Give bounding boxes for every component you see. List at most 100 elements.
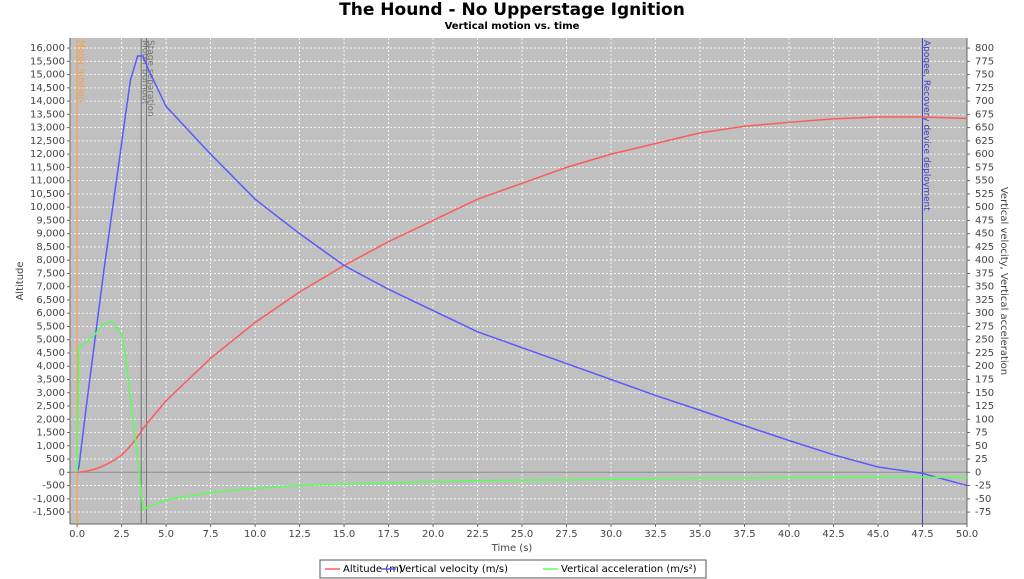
series-line xyxy=(77,116,968,474)
y-tick-label: 13,500 xyxy=(30,109,65,120)
y2-tick-label: -25 xyxy=(975,481,991,492)
y2-tick-label: 75 xyxy=(975,428,988,439)
y-tick-label: 14,500 xyxy=(30,83,65,94)
y2-tick-label: 700 xyxy=(975,96,994,107)
x-tick-label: 10.0 xyxy=(244,529,266,540)
y-tick-label: 2,000 xyxy=(36,414,65,425)
y2-tick-label: 550 xyxy=(975,176,994,187)
y-tick-label: 15,000 xyxy=(30,70,65,81)
y-tick-label: 2,500 xyxy=(36,401,65,412)
y-tick-label: 3,500 xyxy=(36,374,65,385)
y2-tick-label: 225 xyxy=(975,348,994,359)
y-tick-label: 12,500 xyxy=(30,136,65,147)
y-tick-label: 3,000 xyxy=(36,388,65,399)
x-tick-label: 40.0 xyxy=(778,529,800,540)
y-tick-label: 6,500 xyxy=(36,295,65,306)
y2-tick-label: 0 xyxy=(975,467,981,478)
y-tick-label: 7,500 xyxy=(36,268,65,279)
x-axis-label: Time (s) xyxy=(491,543,533,554)
y2-tick-label: 600 xyxy=(975,149,994,160)
legend-label: Vertical acceleration (m/s²) xyxy=(561,564,697,575)
y2-tick-label: 400 xyxy=(975,255,994,266)
y-tick-label: 500 xyxy=(46,454,65,465)
y2-tick-label: 650 xyxy=(975,123,994,134)
x-tick-label: 47.5 xyxy=(911,529,933,540)
y-tick-label: -1,500 xyxy=(33,507,65,518)
x-tick-label: 42.5 xyxy=(822,529,844,540)
y2-tick-label: 475 xyxy=(975,215,994,226)
y2-tick-label: 175 xyxy=(975,374,994,385)
y-tick-label: 4,000 xyxy=(36,361,65,372)
y2-tick-label: 50 xyxy=(975,441,988,452)
legend-label: Vertical velocity (m/s) xyxy=(399,564,508,575)
x-tick-label: 35.0 xyxy=(689,529,711,540)
x-tick-label: 25.0 xyxy=(511,529,533,540)
x-tick-label: 12.5 xyxy=(288,529,310,540)
x-tick-label: 45.0 xyxy=(867,529,889,540)
y-tick-label: 5,000 xyxy=(36,335,65,346)
y2-tick-label: 300 xyxy=(975,308,994,319)
legend-label: Altitude (m) xyxy=(343,564,403,575)
x-tick-label: 50.0 xyxy=(956,529,978,540)
legend-box xyxy=(319,559,707,579)
y2-tick-label: -75 xyxy=(975,507,991,518)
chart-subtitle: Vertical motion vs. time xyxy=(445,21,580,32)
y-axis-label: Altitude xyxy=(15,261,26,300)
y2-tick-label: 100 xyxy=(975,414,994,425)
y2-tick-label: 375 xyxy=(975,268,994,279)
x-tick-label: 0.0 xyxy=(69,529,85,540)
x-tick-label: 5.0 xyxy=(158,529,174,540)
plot-area xyxy=(70,38,967,524)
series-line xyxy=(76,321,968,511)
x-tick-label: 32.5 xyxy=(644,529,666,540)
y2-tick-label: 275 xyxy=(975,321,994,332)
y2-tick-label: 325 xyxy=(975,295,994,306)
x-tick-label: 30.0 xyxy=(600,529,622,540)
y-tick-label: 16,000 xyxy=(30,43,65,54)
x-tick-label: 17.5 xyxy=(377,529,399,540)
y-tick-label: 5,500 xyxy=(36,321,65,332)
y-tick-label: 1,500 xyxy=(36,428,65,439)
y2-tick-label: 525 xyxy=(975,189,994,200)
y-tick-label: 10,000 xyxy=(30,202,65,213)
x-tick-label: 15.0 xyxy=(333,529,355,540)
y2-tick-label: 200 xyxy=(975,361,994,372)
y2-tick-label: -50 xyxy=(975,494,991,505)
y2-tick-label: 775 xyxy=(975,56,994,67)
event-label: Stage separation xyxy=(145,40,155,117)
y2-tick-label: 675 xyxy=(975,109,994,120)
y-tick-label: -1,000 xyxy=(33,494,65,505)
y2-tick-label: 800 xyxy=(975,43,994,54)
y-tick-label: 9,500 xyxy=(36,215,65,226)
chart-title: The Hound - No Upperstage Ignition xyxy=(339,0,685,20)
y-tick-label: 9,000 xyxy=(36,229,65,240)
y-tick-label: 11,500 xyxy=(30,162,65,173)
x-tick-label: 27.5 xyxy=(555,529,577,540)
y-tick-label: 8,000 xyxy=(36,255,65,266)
y-tick-label: 4,500 xyxy=(36,348,65,359)
y-tick-label: 6,000 xyxy=(36,308,65,319)
y-tick-label: 14,000 xyxy=(30,96,65,107)
y2-tick-label: 425 xyxy=(975,242,994,253)
y-tick-label: 8,500 xyxy=(36,242,65,253)
y2-tick-label: 450 xyxy=(975,229,994,240)
x-tick-label: 22.5 xyxy=(466,529,488,540)
x-tick-label: 20.0 xyxy=(422,529,444,540)
y-tick-label: 10,500 xyxy=(30,189,65,200)
y2-tick-label: 575 xyxy=(975,162,994,173)
x-tick-label: 37.5 xyxy=(733,529,755,540)
event-label: Motor ignition xyxy=(76,40,86,103)
y2-tick-label: 725 xyxy=(975,83,994,94)
y2-tick-label: 750 xyxy=(975,70,994,81)
y-tick-label: 12,000 xyxy=(30,149,65,160)
y2-axis-label: Vertical velocity, Vertical acceleration xyxy=(998,187,1009,375)
y-tick-label: 15,500 xyxy=(30,56,65,67)
y-tick-label: 13,000 xyxy=(30,123,65,134)
y2-tick-label: 250 xyxy=(975,335,994,346)
y2-tick-label: 125 xyxy=(975,401,994,412)
y-tick-label: 11,000 xyxy=(30,176,65,187)
event-label: Apogee, Recovery device deployment xyxy=(921,40,931,211)
event-label: Motor burnout xyxy=(140,40,150,105)
y2-tick-label: 500 xyxy=(975,202,994,213)
